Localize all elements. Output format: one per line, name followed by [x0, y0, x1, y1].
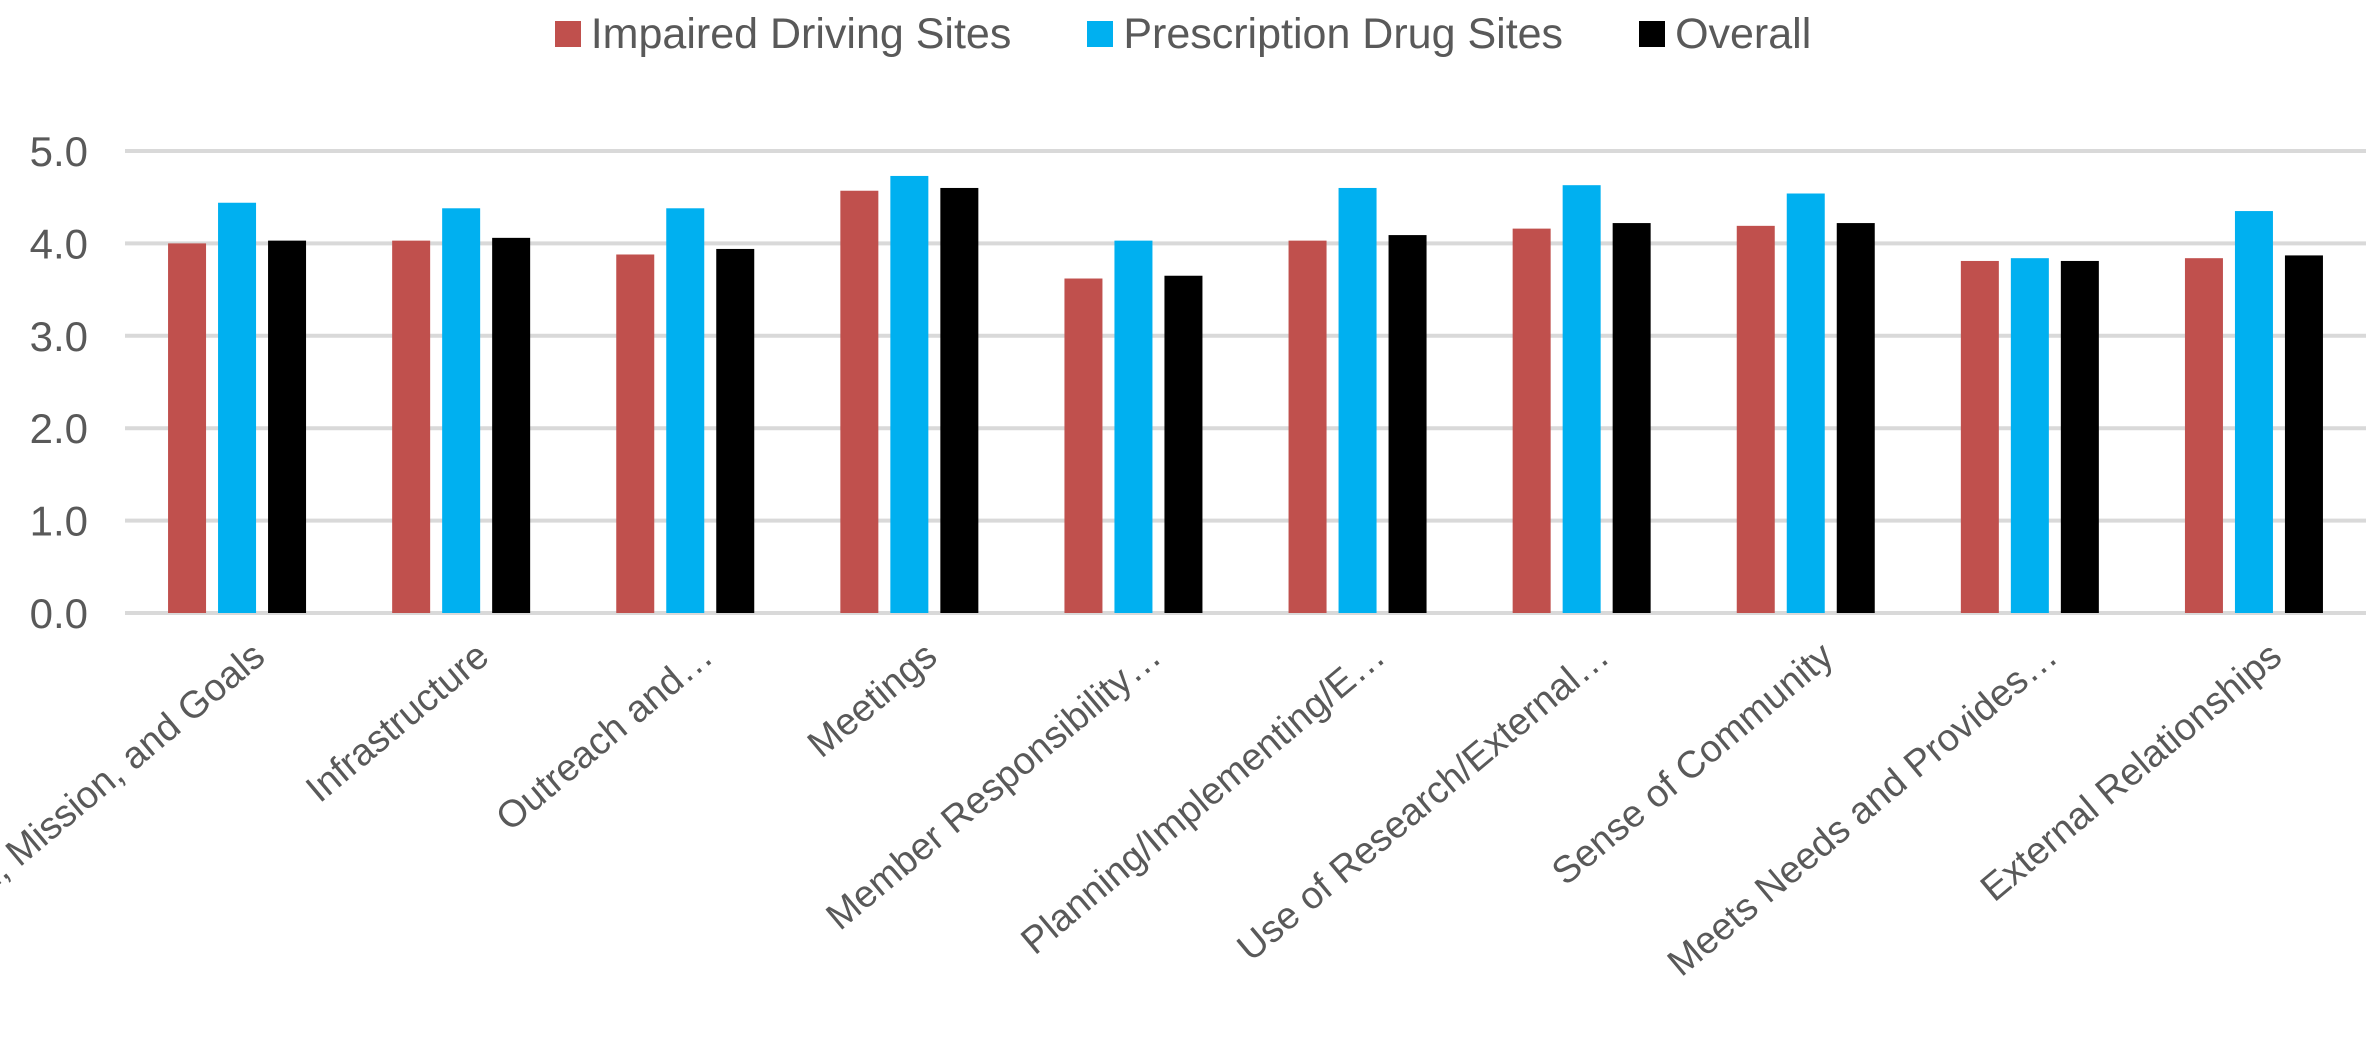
x-category-label: Outreach and… [489, 635, 722, 840]
bar-prescription-drug-sites-4 [1114, 240, 1153, 614]
bar-overall-7 [1836, 223, 1875, 613]
bar-impaired-driving-sites-5 [1288, 240, 1327, 614]
bar-overall-0 [268, 240, 307, 614]
bar-prescription-drug-sites-6 [1562, 185, 1601, 614]
legend-item-overall: Overall [1639, 10, 1811, 59]
legend-label-prescription-drug: Prescription Drug Sites [1123, 9, 1564, 58]
bar-prescription-drug-sites-2 [666, 208, 705, 613]
bar-impaired-driving-sites-7 [1736, 225, 1775, 613]
bar-overall-3 [940, 187, 979, 613]
bar-prescription-drug-sites-5 [1338, 187, 1377, 613]
x-category-label: Vision, Mission, and Goals [0, 635, 273, 955]
bar-prescription-drug-sites-1 [442, 208, 481, 613]
bar-prescription-drug-sites-0 [218, 202, 257, 613]
x-category-label: Use of Research/External… [1230, 635, 1618, 970]
y-axis-tick-labels: 0.0 1.0 2.0 3.0 4.0 5.0 [30, 128, 88, 637]
x-category-label: Meets Needs and Provides… [1660, 635, 2066, 985]
bars [168, 175, 2323, 614]
bar-impaired-driving-sites-9 [2184, 258, 2223, 613]
bar-impaired-driving-sites-6 [1512, 228, 1551, 613]
x-category-label: Meetings [800, 635, 945, 766]
bar-overall-2 [716, 248, 755, 613]
legend-swatch-overall [1639, 21, 1666, 47]
y-tick-label: 4.0 [30, 220, 88, 267]
y-tick-label: 5.0 [30, 128, 88, 175]
bar-overall-1 [492, 237, 531, 613]
bar-overall-9 [2284, 255, 2323, 614]
y-tick-label: 3.0 [30, 313, 88, 360]
bar-overall-4 [1164, 275, 1203, 613]
bar-impaired-driving-sites-0 [168, 243, 207, 613]
y-tick-label: 0.0 [30, 590, 88, 637]
bar-prescription-drug-sites-7 [1786, 193, 1825, 613]
bar-prescription-drug-sites-9 [2234, 211, 2273, 613]
bar-impaired-driving-sites-8 [1960, 260, 1999, 613]
bar-prescription-drug-sites-3 [890, 175, 929, 613]
legend-item-impaired-driving: Impaired Driving Sites [554, 9, 1012, 59]
y-tick-label: 2.0 [30, 405, 88, 452]
x-category-label: Planning/Implementing/E… [1014, 635, 1394, 963]
bar-overall-6 [1612, 223, 1651, 613]
bar-impaired-driving-sites-2 [616, 254, 655, 613]
legend-label-impaired-driving: Impaired Driving Sites [590, 9, 1012, 58]
x-axis-category-labels: Vision, Mission, and Goals Infrastructure… [0, 635, 2290, 985]
x-category-label: Infrastructure [298, 635, 496, 811]
legend-swatch-prescription-drug [1087, 21, 1114, 47]
legend-item-prescription-drug: Prescription Drug Sites [1087, 10, 1563, 59]
bar-prescription-drug-sites-8 [2010, 258, 2049, 613]
bar-impaired-driving-sites-1 [392, 240, 431, 614]
legend: Impaired Driving Sites Prescription Drug… [0, 4, 2366, 64]
legend-swatch-impaired-driving [554, 21, 581, 47]
legend-label-overall: Overall [1675, 9, 1812, 58]
bar-impaired-driving-sites-3 [840, 190, 879, 613]
bar-impaired-driving-sites-4 [1064, 278, 1103, 613]
y-tick-label: 1.0 [30, 498, 88, 545]
bar-overall-5 [1388, 235, 1427, 614]
bar-overall-8 [2060, 260, 2099, 613]
